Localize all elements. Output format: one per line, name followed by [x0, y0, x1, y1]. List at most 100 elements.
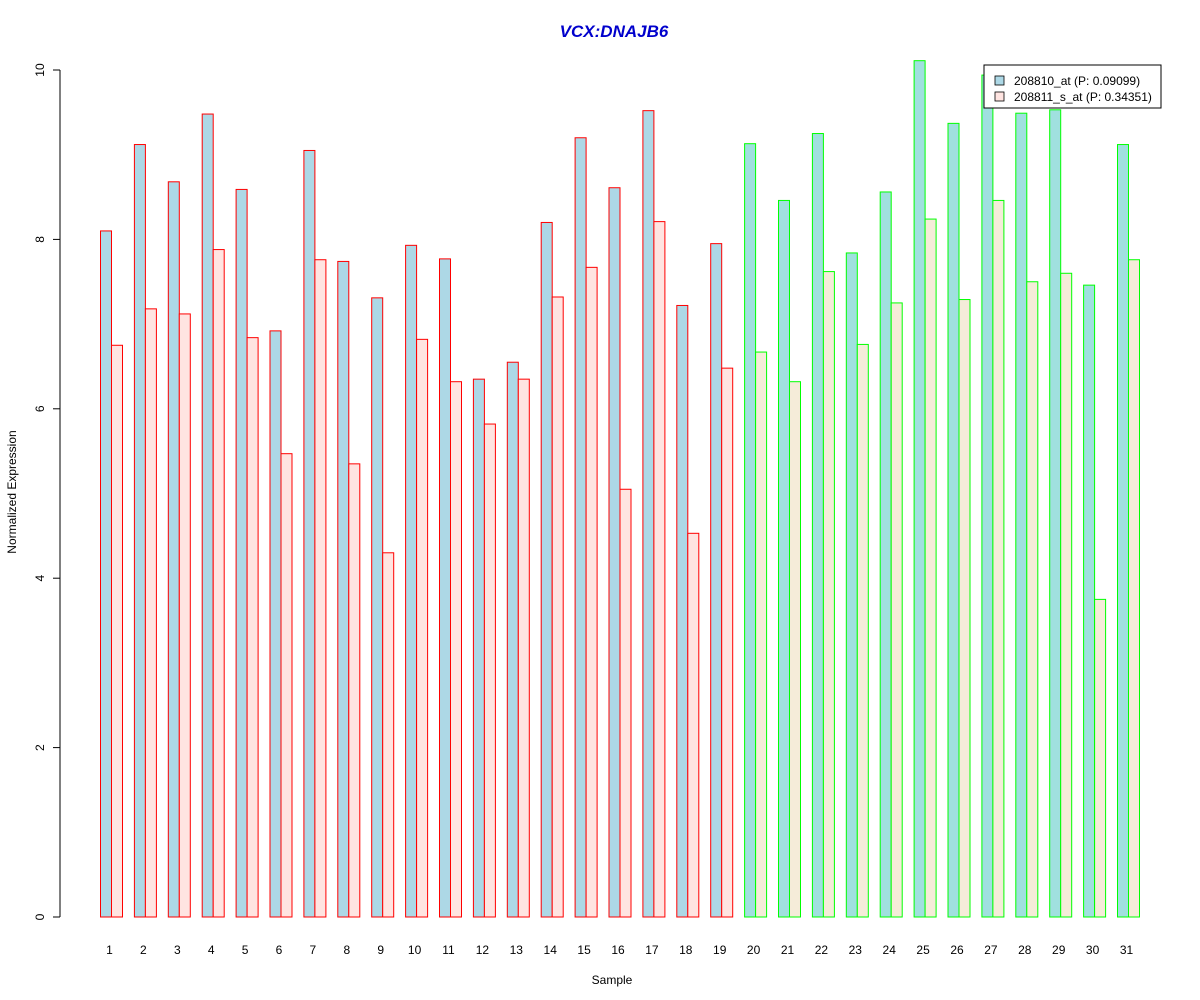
x-tick-label: 10: [408, 943, 422, 957]
bar-series-1-sample-12: [472, 378, 485, 918]
x-tick-label: 27: [984, 943, 998, 957]
x-tick-label: 22: [815, 943, 829, 957]
bar-series-2-sample-10: [416, 338, 429, 918]
bar-series-1-sample-24: [879, 191, 892, 918]
bar-series-2-sample-1: [111, 344, 123, 918]
x-tick-label: 21: [781, 943, 795, 957]
bar-series-2-sample-27: [992, 199, 1005, 918]
y-axis-title: Normalized Expression: [5, 430, 19, 553]
bar-series-1-sample-11: [439, 258, 451, 918]
y-tick-label: 4: [33, 575, 47, 582]
bar-series-2-sample-23: [856, 343, 869, 918]
x-tick-label: 18: [679, 943, 693, 957]
legend: 208810_at (P: 0.09099) 208811_s_at (P: 0…: [983, 64, 1162, 109]
bar-series-1-sample-5: [235, 188, 248, 918]
bar-series-2-sample-9: [382, 552, 395, 918]
x-tick-label: 12: [476, 943, 490, 957]
bar-series-2-sample-28: [1026, 281, 1039, 918]
bar-series-2-sample-2: [144, 308, 157, 918]
x-tick-label: 14: [544, 943, 558, 957]
bar-series-1-sample-22: [811, 133, 824, 918]
bar-series-2-sample-11: [450, 381, 462, 918]
bar-series-2-sample-30: [1094, 598, 1107, 918]
x-tick-label: 30: [1086, 943, 1100, 957]
bar-series-1-sample-4: [201, 113, 214, 918]
bar-series-1-sample-1: [100, 230, 112, 918]
x-tick-label: 31: [1120, 943, 1134, 957]
x-tick-label: 11: [442, 943, 455, 957]
y-tick-label: 8: [33, 236, 47, 243]
bar-series-1-sample-29: [1049, 109, 1062, 918]
x-tick-label: 25: [916, 943, 930, 957]
bar-series-2-sample-5: [246, 337, 259, 918]
bar-series-1-sample-7: [303, 149, 316, 918]
x-tick-label: 26: [950, 943, 964, 957]
bar-series-1-sample-28: [1015, 112, 1028, 918]
bar-series-1-sample-9: [371, 297, 384, 918]
x-tick-label: 7: [310, 943, 317, 957]
bar-series-1-sample-21: [778, 199, 790, 918]
x-tick-label: 8: [343, 943, 350, 957]
bar-series-2-sample-22: [822, 271, 835, 918]
bar-series-1-sample-14: [540, 221, 553, 918]
y-tick-label: 2: [33, 744, 47, 751]
bar-series-2-sample-12: [483, 423, 496, 918]
bar-series-2-sample-19: [721, 367, 734, 918]
x-tick-label: 6: [276, 943, 283, 957]
bar-series-2-sample-4: [212, 249, 225, 918]
bar-series-2-sample-14: [551, 296, 564, 918]
legend-box: [983, 64, 1162, 109]
x-axis-tick-labels: 1 2 3 4 5 6 7 8 9 10 11 12 13 14 15 16 17 18 19 20 21 22 23 24 2…: [106, 943, 1133, 957]
bar-series-1-sample-8: [337, 260, 350, 918]
bar-series-2-sample-15: [585, 266, 598, 918]
bar-series-1-sample-26: [947, 122, 960, 918]
bar-series-1-sample-3: [167, 181, 180, 918]
y-tick-label: 0: [33, 913, 47, 920]
bar-series-2-sample-31: [1128, 259, 1140, 918]
bar-series-2-sample-17: [653, 221, 666, 918]
bar-series-1-sample-25: [913, 60, 926, 918]
bar-series-2-sample-29: [1060, 272, 1073, 918]
bar-series-2-sample-25: [924, 218, 937, 918]
bar-series-2-sample-16: [619, 488, 632, 918]
legend-swatch-series-2: [994, 91, 1005, 102]
bar-series-1-sample-13: [506, 361, 519, 918]
x-tick-label: 13: [510, 943, 524, 957]
bar-series-2-sample-20: [755, 351, 768, 918]
x-tick-label: 16: [611, 943, 625, 957]
x-tick-label: 29: [1052, 943, 1066, 957]
bar-series-2-sample-26: [958, 299, 971, 918]
bar-series-1-sample-20: [744, 143, 757, 918]
bar-series-1-sample-23: [845, 252, 858, 918]
bar-series-1-sample-16: [608, 187, 621, 918]
bar-series-1-sample-18: [676, 304, 689, 918]
y-tick-label: 6: [33, 405, 47, 412]
bar-series-1-sample-2: [133, 144, 146, 918]
y-axis: 0 2 4 6 8 10: [33, 63, 61, 920]
bar-series-2-sample-18: [687, 532, 700, 918]
x-axis-title: Sample: [592, 973, 633, 987]
x-tick-label: 19: [713, 943, 727, 957]
bar-series-1-sample-19: [710, 243, 723, 918]
legend-swatch-series-1: [994, 75, 1005, 86]
y-tick-label: 10: [33, 63, 47, 77]
bar-series-2-sample-7: [314, 259, 327, 918]
x-tick-label: 20: [747, 943, 761, 957]
bar-series-1-sample-27: [981, 74, 994, 918]
x-tick-label: 9: [377, 943, 384, 957]
bar-series-1-sample-15: [574, 137, 587, 918]
x-tick-label: 15: [577, 943, 591, 957]
x-tick-label: 1: [106, 943, 113, 957]
x-tick-label: 5: [242, 943, 249, 957]
x-tick-label: 17: [645, 943, 659, 957]
bar-series-2-sample-13: [517, 378, 530, 918]
bar-series-1-sample-30: [1083, 284, 1096, 918]
legend-label-series-2: 208811_s_at (P: 0.34351): [1014, 90, 1152, 104]
bar-series-2-sample-6: [280, 453, 293, 918]
x-tick-label: 28: [1018, 943, 1032, 957]
bar-series-1-sample-31: [1117, 144, 1129, 918]
chart-title: VCX:DNAJB6: [560, 22, 669, 41]
x-tick-label: 4: [208, 943, 215, 957]
bar-series-2-sample-8: [348, 463, 361, 918]
